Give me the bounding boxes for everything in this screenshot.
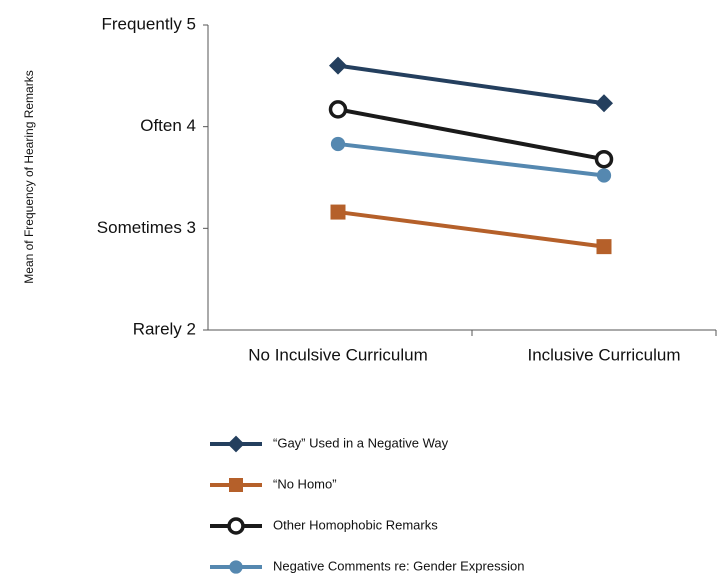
y-tick-label: Sometimes 3	[97, 218, 196, 237]
marker	[595, 94, 613, 113]
marker	[328, 100, 348, 119]
series-line	[337, 63, 605, 106]
x-tick-label: No Inculsive Curriculum	[248, 345, 428, 364]
marker	[594, 149, 614, 169]
series-line	[337, 107, 605, 162]
legend-label: Negative Comments re: Gender Expression	[273, 558, 524, 573]
series-line	[337, 210, 605, 249]
legend-label: “No Homo”	[273, 476, 337, 491]
y-tick-label: Often 4	[140, 116, 196, 135]
marker	[330, 136, 346, 152]
marker	[229, 478, 243, 492]
legend-label: “Gay” Used in a Negative Way	[273, 435, 449, 450]
marker	[229, 560, 243, 574]
marker	[596, 168, 612, 183]
series-line	[337, 141, 605, 178]
marker	[596, 239, 612, 255]
legend-label: Other Homophobic Remarks	[273, 517, 438, 532]
marker	[330, 204, 346, 220]
y-tick-label: Frequently 5	[102, 14, 197, 33]
marker	[329, 56, 347, 75]
y-axis-label: Mean of Frequency of Hearing Remarks	[22, 70, 36, 283]
marker	[227, 435, 245, 453]
marker	[227, 517, 245, 535]
x-tick-label: Inclusive Curriculum	[527, 345, 680, 364]
y-tick-label: Rarely 2	[133, 319, 196, 338]
